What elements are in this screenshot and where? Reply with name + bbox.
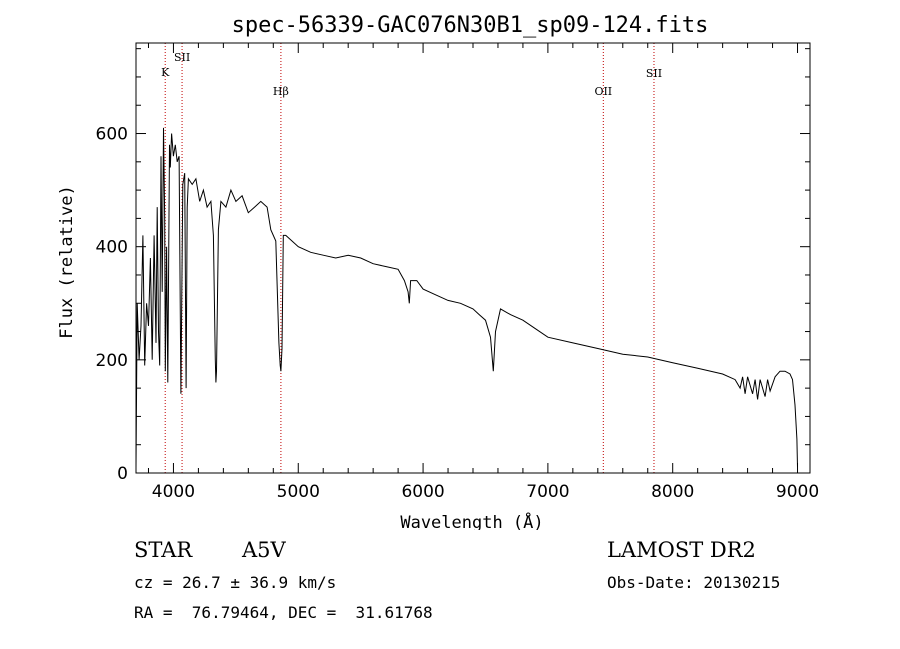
x-tick-label: 6000 bbox=[401, 482, 444, 502]
annotation-label: SII bbox=[174, 51, 190, 64]
y-axis-label: Flux (relative) bbox=[57, 185, 77, 339]
line-annotations: K SII Hβ OII SII bbox=[161, 43, 662, 473]
object-subclass: A5V bbox=[242, 538, 286, 562]
annotation-label: Hβ bbox=[273, 85, 289, 98]
coordinates: RA = 76.79464, DEC = 31.61768 bbox=[134, 603, 433, 622]
chart-title: spec-56339-GAC076N30B1_sp09-124.fits bbox=[232, 13, 709, 38]
spectrum-chart: spec-56339-GAC076N30B1_sp09-124.fits K SI… bbox=[57, 13, 819, 530]
redshift-velocity: cz = 26.7 ± 36.9 km/s bbox=[134, 573, 337, 592]
x-tick-label: 7000 bbox=[526, 482, 569, 502]
x-tick-label: 4000 bbox=[152, 482, 195, 502]
annotation-label: OII bbox=[594, 85, 612, 98]
plot-frame bbox=[135, 42, 811, 474]
y-tick-label: 400 bbox=[96, 238, 128, 258]
spectrum-line bbox=[135, 127, 798, 468]
object-class: STAR bbox=[134, 538, 193, 562]
y-axis: 0 200 400 600 bbox=[96, 48, 810, 484]
y-tick-label: 200 bbox=[96, 351, 128, 371]
survey-name: LAMOST DR2 bbox=[607, 538, 756, 562]
annotation-label: SII bbox=[646, 67, 662, 80]
y-tick-label: 600 bbox=[96, 125, 128, 145]
observation-date: Obs-Date: 20130215 bbox=[607, 573, 781, 592]
x-tick-label: 5000 bbox=[277, 482, 320, 502]
x-axis: 4000 5000 6000 7000 8000 9000 bbox=[147, 43, 819, 502]
x-tick-label: 9000 bbox=[776, 482, 819, 502]
x-tick-label: 8000 bbox=[651, 482, 694, 502]
y-tick-label: 0 bbox=[117, 464, 128, 484]
annotation-label: K bbox=[161, 66, 170, 79]
x-axis-label: Wavelength (Å) bbox=[400, 511, 543, 530]
